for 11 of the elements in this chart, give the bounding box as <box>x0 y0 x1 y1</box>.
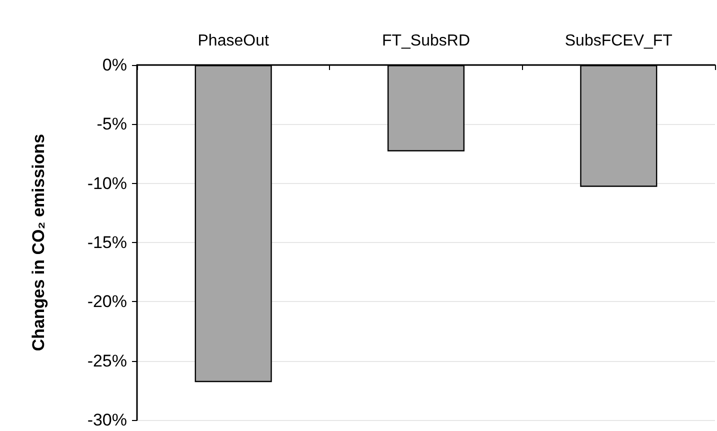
y-tick-label: -30% <box>87 410 127 430</box>
y-tick-label: -25% <box>87 351 127 370</box>
y-axis-title: Changes in CO₂ emissions <box>29 134 48 352</box>
y-tick-label: -10% <box>87 174 127 193</box>
y-tick-label: -15% <box>87 233 127 252</box>
y-tick-label: 0% <box>102 56 127 74</box>
y-tick-label: -20% <box>87 292 127 312</box>
y-tick-label: -5% <box>96 114 127 134</box>
x-tick-label: SubsFCEV_FT <box>564 32 673 50</box>
x-tick-label: FT_SubsRD <box>382 32 470 50</box>
x-tick-label: PhaseOut <box>198 32 270 50</box>
